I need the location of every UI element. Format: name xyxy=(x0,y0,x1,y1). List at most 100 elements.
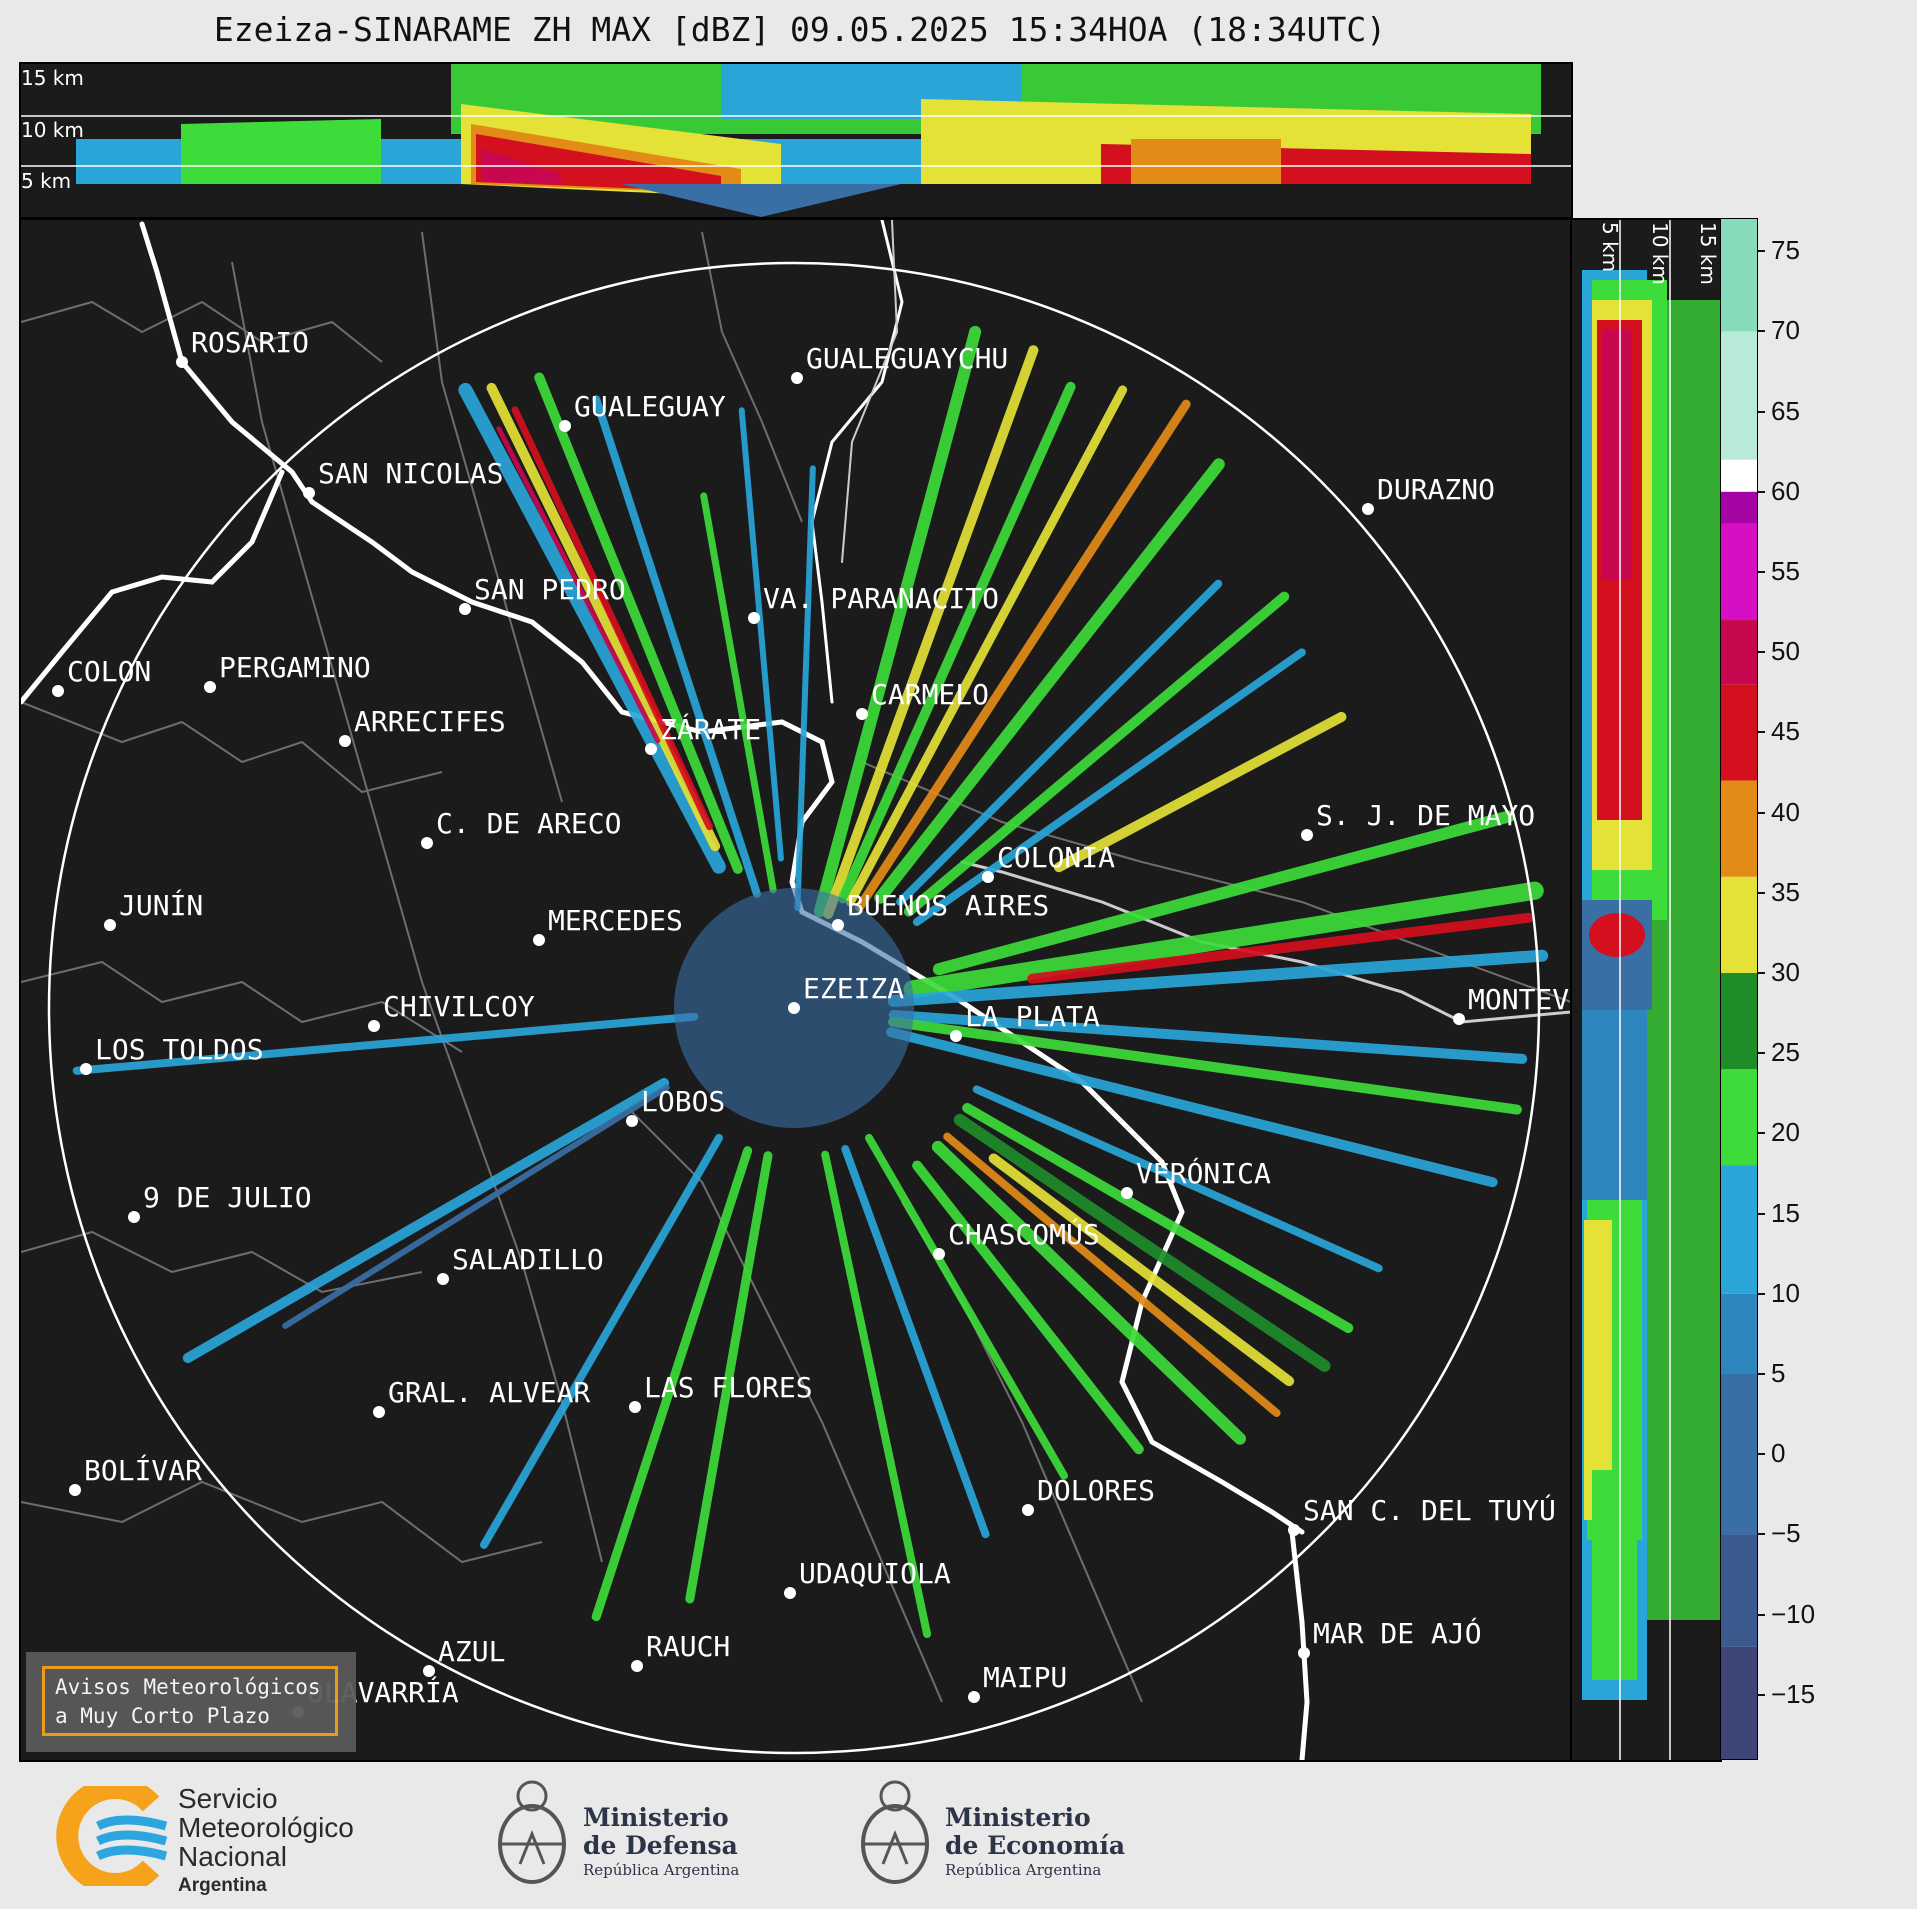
colorbar-tick-label: −5 xyxy=(1771,1518,1801,1549)
city-marker[interactable] xyxy=(784,1587,796,1599)
city-label: VA. PARANACITO xyxy=(763,582,999,615)
footer-logos: Servicio Meteorológico Nacional Argentin… xyxy=(0,1760,1917,1909)
city-markers: ROSARIO GUALEGUAYCHU GUALEGUAY SAN NICOLAS D… xyxy=(52,326,1571,1718)
city-marker[interactable] xyxy=(421,837,433,849)
economia-line2: de Economía xyxy=(945,1831,1126,1860)
city-label: LOBOS xyxy=(641,1085,725,1118)
reflectivity-ray xyxy=(534,372,743,874)
city-label: SAN PEDRO xyxy=(474,573,626,606)
city-label: 9 DE JULIO xyxy=(143,1181,312,1214)
reflectivity-ray xyxy=(912,1160,1144,1455)
colorbar-tick-label: 70 xyxy=(1771,315,1800,346)
reflectivity-ray xyxy=(943,1132,1281,1417)
city-label: BOLÍVAR xyxy=(84,1453,202,1487)
city-marker[interactable] xyxy=(176,356,188,368)
city-marker[interactable] xyxy=(204,681,216,693)
city-marker[interactable] xyxy=(368,1020,380,1032)
city-marker[interactable] xyxy=(69,1484,81,1496)
city-marker[interactable] xyxy=(631,1660,643,1672)
city-marker[interactable] xyxy=(559,420,571,432)
city-marker[interactable] xyxy=(1453,1013,1465,1025)
city-marker[interactable] xyxy=(832,919,844,931)
colorbar-band xyxy=(1721,1534,1757,1647)
city-marker[interactable] xyxy=(533,934,545,946)
city-marker[interactable] xyxy=(423,1665,435,1677)
city-marker[interactable] xyxy=(437,1273,449,1285)
city-label: EZEIZA xyxy=(803,972,904,1005)
height-label-15km: 15 km xyxy=(21,66,84,90)
city-marker[interactable] xyxy=(748,612,760,624)
city-marker[interactable] xyxy=(128,1211,140,1223)
department-boundaries xyxy=(21,231,1571,1703)
city-marker[interactable] xyxy=(1022,1504,1034,1516)
city-marker[interactable] xyxy=(1288,1524,1300,1536)
colorbar-band xyxy=(1721,780,1757,877)
colorbar-tick-label: 55 xyxy=(1771,555,1800,586)
radar-map-panel[interactable]: ROSARIO GUALEGUAYCHU GUALEGUAY SAN NICOLAS D… xyxy=(19,218,1573,1762)
colorbar-band xyxy=(1721,620,1757,685)
city-marker[interactable] xyxy=(629,1401,641,1413)
smn-line1: Servicio xyxy=(178,1783,278,1814)
city-marker[interactable] xyxy=(950,1030,962,1042)
city-marker[interactable] xyxy=(459,603,471,615)
city-label: C. DE ARECO xyxy=(436,807,621,840)
city-label: CARMELO xyxy=(871,678,989,711)
reflectivity-ray xyxy=(888,1009,1528,1064)
city-marker[interactable] xyxy=(982,871,994,883)
aviso-badge[interactable]: Avisos Meteorológicos a Muy Corto Plazo xyxy=(26,1652,356,1752)
city-marker[interactable] xyxy=(791,372,803,384)
city-label: CHIVILCOY xyxy=(383,990,535,1023)
city-label: CHASCOMÚS xyxy=(948,1217,1100,1251)
reflectivity-ray xyxy=(1053,711,1347,873)
city-marker[interactable] xyxy=(1362,503,1374,515)
colorbar-band xyxy=(1721,219,1757,332)
city-marker[interactable] xyxy=(645,743,657,755)
city-marker[interactable] xyxy=(104,919,116,931)
colorbar-tick-label: −10 xyxy=(1771,1598,1816,1629)
city-label: BUENOS AIRES xyxy=(847,889,1049,922)
city-label: ROSARIO xyxy=(191,326,309,359)
colorbar-tick-label: 10 xyxy=(1771,1277,1800,1308)
city-marker[interactable] xyxy=(80,1063,92,1075)
city-marker[interactable] xyxy=(788,1002,800,1014)
city-label: DOLORES xyxy=(1037,1474,1155,1507)
city-marker[interactable] xyxy=(968,1691,980,1703)
city-marker[interactable] xyxy=(373,1406,385,1418)
city-label: COLONIA xyxy=(997,841,1115,874)
city-label: RAUCH xyxy=(646,1630,730,1663)
reflectivity-ray xyxy=(972,1085,1383,1273)
city-marker[interactable] xyxy=(626,1115,638,1127)
radar-map: ROSARIO GUALEGUAYCHU GUALEGUAY SAN NICOLAS D… xyxy=(21,220,1571,1760)
colorbar-band xyxy=(1721,1293,1757,1374)
colorbar-tick-label: 15 xyxy=(1771,1197,1800,1228)
city-marker[interactable] xyxy=(933,1248,945,1260)
city-marker[interactable] xyxy=(52,685,64,697)
city-marker[interactable] xyxy=(339,735,351,747)
smn-logo-icon xyxy=(56,1786,168,1886)
colorbar-tick-label: 45 xyxy=(1771,716,1800,747)
colorbar-band xyxy=(1721,491,1757,524)
top-height-profile-panel: 15 km 10 km 5 km xyxy=(19,62,1573,219)
reflectivity-ray xyxy=(896,579,1223,906)
reflectivity-ray xyxy=(953,1113,1331,1372)
colorbar-band xyxy=(1721,1646,1757,1759)
city-label: UDAQUIOLA xyxy=(799,1557,951,1590)
smn-line4: Argentina xyxy=(178,1875,267,1896)
city-label: COLON xyxy=(67,655,151,688)
colorbar-tick-label: 20 xyxy=(1771,1117,1800,1148)
reflectivity-ray xyxy=(962,1103,1354,1333)
city-marker[interactable] xyxy=(1121,1187,1133,1199)
city-label: MERCEDES xyxy=(548,904,683,937)
city-marker[interactable] xyxy=(1301,829,1313,841)
smn-line3: Nacional xyxy=(178,1841,287,1872)
city-label: LOS TOLDOS xyxy=(95,1033,264,1066)
colorbar-band xyxy=(1721,523,1757,621)
city-marker[interactable] xyxy=(856,708,868,720)
reflectivity-ray xyxy=(685,1151,773,1604)
city-marker[interactable] xyxy=(1298,1647,1310,1659)
economia-seal-icon xyxy=(861,1780,929,1884)
city-marker[interactable] xyxy=(303,487,315,499)
aviso-box[interactable]: Avisos Meteorológicos a Muy Corto Plazo xyxy=(42,1666,338,1736)
reflectivity-ray xyxy=(591,1146,753,1622)
city-label: LA PLATA xyxy=(965,1000,1100,1033)
